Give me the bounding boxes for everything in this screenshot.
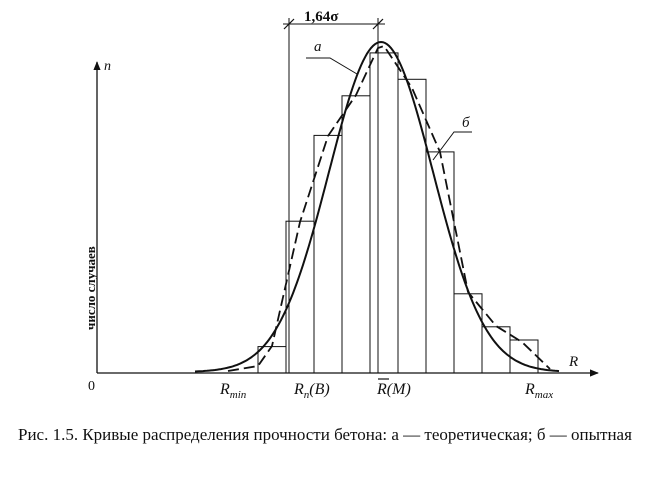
histogram-bar	[453, 293, 483, 374]
distribution-figure: n R 0 число случаев 1,64σ a б Rmin Rn(B)…	[83, 9, 599, 400]
curve-b-leader	[432, 131, 472, 161]
histogram-bar	[341, 95, 371, 374]
experimental-curve	[227, 44, 551, 372]
r-max-label: Rmax	[524, 381, 553, 400]
y-axis-symbol: n	[104, 59, 111, 74]
histogram-bar	[369, 52, 399, 374]
histogram-bar	[397, 78, 427, 374]
x-axis-symbol: R	[568, 354, 578, 370]
theoretical-curve	[194, 40, 560, 373]
r-n-label: Rn(B)	[293, 381, 330, 400]
figure-caption: Рис. 1.5. Кривые распределения прочности…	[18, 424, 658, 446]
r-min-label: Rmin	[219, 381, 247, 400]
histogram-bar	[425, 151, 455, 374]
histogram-bars	[257, 52, 539, 374]
histogram-bar	[481, 326, 511, 374]
dimension-tick-left	[283, 18, 295, 30]
curve-a-label: a	[314, 39, 322, 55]
r-mean-label: R(M)	[376, 381, 411, 398]
curve-a-leader	[306, 57, 358, 75]
histogram-bar	[313, 134, 343, 374]
y-axis-title: число случаев	[83, 246, 98, 330]
caption-text: Рис. 1.5. Кривые распределения прочности…	[18, 425, 632, 444]
curve-b-label: б	[462, 115, 470, 131]
dimension-label: 1,64σ	[304, 9, 339, 25]
dimension-tick-right	[372, 18, 384, 30]
origin-label: 0	[88, 379, 95, 394]
